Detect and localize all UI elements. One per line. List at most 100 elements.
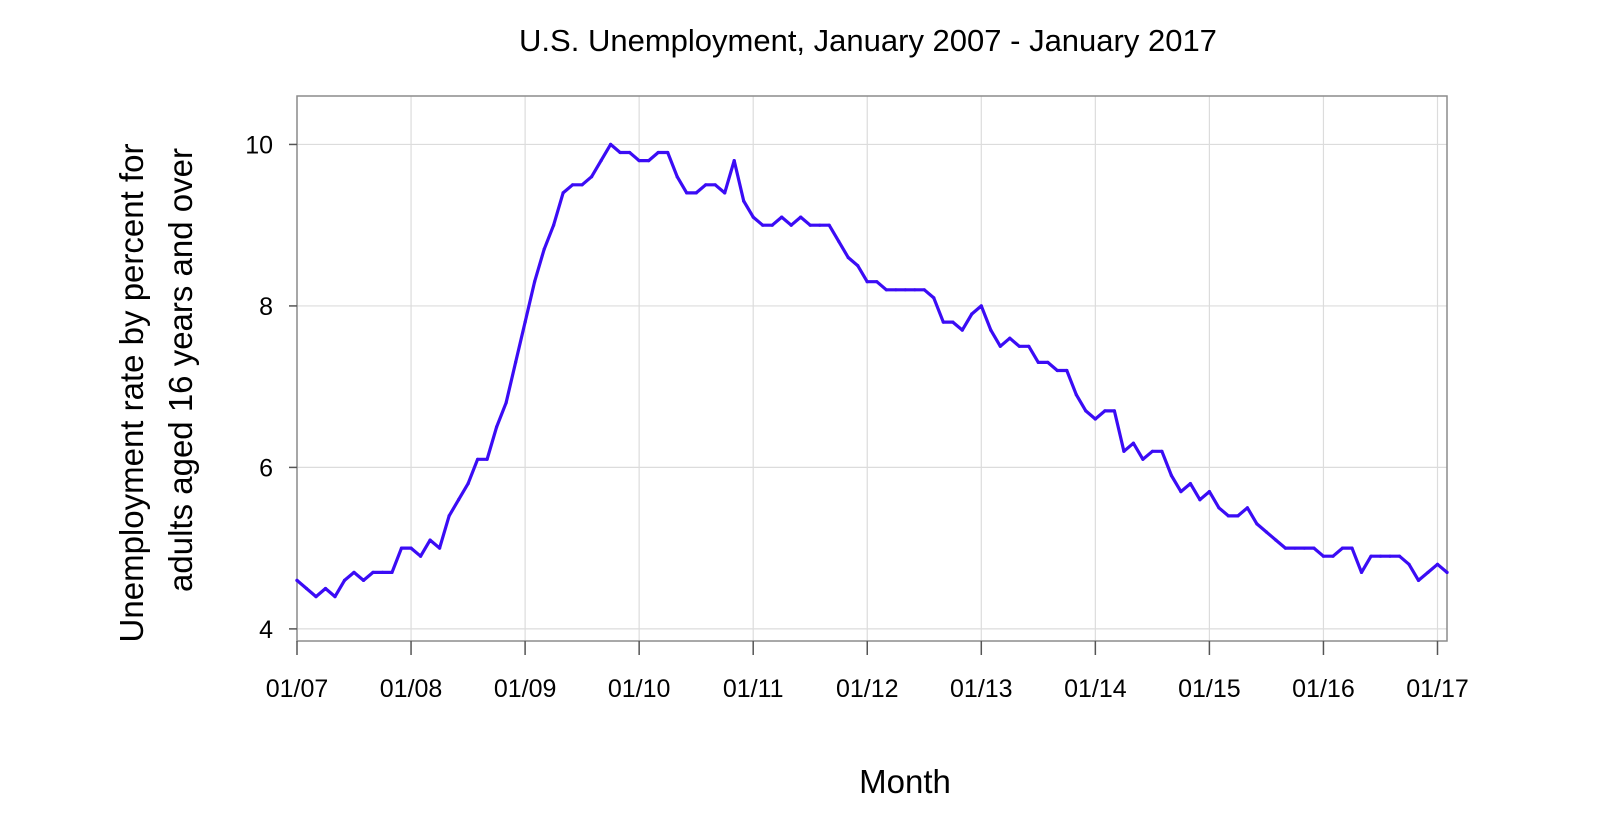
data-points [295, 142, 1449, 599]
data-point [352, 570, 356, 575]
data-point [1435, 562, 1440, 566]
data-point [989, 328, 993, 332]
data-point [304, 586, 309, 591]
data-point [1112, 409, 1116, 413]
data-point [789, 223, 793, 227]
data-point [808, 223, 812, 227]
y-tick-label: 8 [259, 293, 273, 321]
data-point [599, 159, 603, 163]
data-point [457, 498, 461, 502]
data-point [409, 546, 413, 550]
data-point [523, 320, 527, 324]
data-point [390, 570, 394, 575]
data-point [1027, 344, 1031, 348]
data-point [1331, 554, 1335, 558]
data-point [314, 595, 318, 599]
data-point [438, 546, 442, 550]
data-point [618, 150, 622, 155]
data-point [742, 199, 746, 203]
data-point [295, 578, 299, 583]
data-point [1017, 344, 1021, 348]
data-point [1141, 457, 1145, 461]
data-point [542, 247, 546, 251]
data-point [1055, 368, 1059, 373]
data-point [970, 312, 974, 316]
data-point [485, 457, 489, 461]
data-point [1226, 514, 1230, 518]
data-point [998, 344, 1002, 348]
y-tick-label: 4 [259, 616, 273, 644]
data-point [580, 183, 584, 187]
y-axis-ticks: 4 6 8 10 [245, 131, 297, 644]
data-point [884, 288, 888, 292]
data-point [466, 482, 470, 486]
data-point [495, 425, 499, 429]
data-point [818, 223, 822, 227]
data-point [979, 304, 983, 308]
data-point [1008, 336, 1012, 340]
data-point [656, 150, 660, 155]
data-point [751, 215, 755, 219]
data-point [1236, 514, 1240, 518]
data-point [913, 288, 917, 292]
data-point [1207, 490, 1211, 494]
x-tick-label: 01/08 [380, 675, 443, 703]
y-axis-title-line-2: adults aged 16 years and over [162, 148, 199, 592]
data-point [1169, 473, 1173, 478]
data-point [922, 288, 926, 292]
plot-area-frame [296, 95, 1448, 642]
data-point [685, 191, 689, 195]
data-point [380, 570, 385, 575]
data-point [827, 223, 831, 227]
y-tick-label: 10 [245, 131, 273, 159]
x-tick-label: 01/17 [1406, 675, 1469, 703]
data-point [447, 514, 451, 518]
data-point [1264, 530, 1268, 534]
data-point [1179, 490, 1183, 494]
data-point [1378, 554, 1383, 558]
data-point [704, 183, 708, 187]
data-point [1084, 409, 1088, 413]
x-axis-ticks: 01/07 01/08 01/09 01/10 01/11 01/12 01/13 01/14… [266, 641, 1469, 703]
data-point [647, 159, 651, 163]
data-point [476, 457, 480, 461]
x-tick-label: 01/07 [266, 675, 329, 703]
data-point [799, 215, 803, 219]
data-point [713, 183, 717, 187]
data-point [932, 296, 936, 300]
data-point [1036, 360, 1040, 364]
data-point [1293, 546, 1297, 550]
data-point [552, 223, 556, 227]
data-point [960, 328, 964, 332]
unemployment-series-line [295, 142, 1449, 599]
data-point [1359, 570, 1364, 575]
data-point [1245, 506, 1249, 510]
data-point [1426, 570, 1430, 575]
data-point [1074, 393, 1078, 397]
data-point [1283, 546, 1287, 550]
data-point [1302, 546, 1306, 550]
data-point [666, 150, 670, 155]
x-axis-title: Month [859, 763, 951, 800]
data-point [1103, 409, 1107, 413]
data-point [590, 175, 594, 179]
y-axis-title-line-1: Unemployment rate by percent for [113, 144, 150, 643]
data-point [1274, 538, 1278, 542]
data-point [1416, 578, 1421, 583]
data-point [428, 538, 432, 542]
data-point [837, 239, 841, 243]
data-point [1198, 498, 1202, 502]
data-point [1065, 368, 1069, 373]
x-tick-label: 01/09 [494, 675, 557, 703]
data-point [419, 554, 423, 558]
data-point [875, 280, 879, 284]
data-point [1255, 522, 1259, 526]
data-point [761, 223, 765, 227]
x-tick-label: 01/11 [723, 675, 784, 703]
data-point [1312, 546, 1316, 550]
data-point [675, 175, 679, 179]
data-point [1350, 546, 1354, 550]
data-point [732, 159, 736, 163]
data-point [1188, 482, 1192, 486]
data-point [1388, 554, 1392, 558]
